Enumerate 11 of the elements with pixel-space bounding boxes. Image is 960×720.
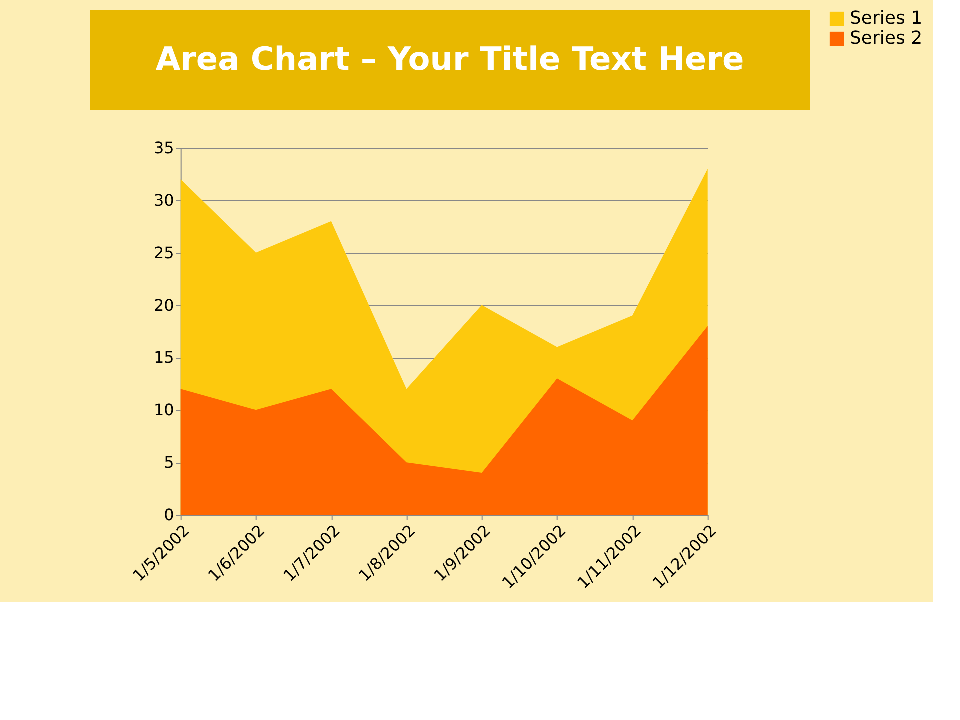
y-tick-label: 30 — [154, 190, 174, 210]
legend-label: Series 1 — [850, 8, 923, 29]
y-tick-label: 35 — [154, 138, 174, 158]
y-tick-label: 25 — [154, 243, 174, 262]
chart-title: Area Chart – Your Title Text Here — [156, 40, 744, 78]
y-tick-label: 0 — [164, 506, 174, 524]
y-tick-label: 20 — [154, 296, 174, 315]
y-tick-label: 5 — [164, 453, 174, 472]
y-tick-label: 10 — [154, 400, 174, 420]
y-tick-label: 15 — [154, 348, 174, 368]
legend-label: Series 2 — [850, 28, 923, 49]
